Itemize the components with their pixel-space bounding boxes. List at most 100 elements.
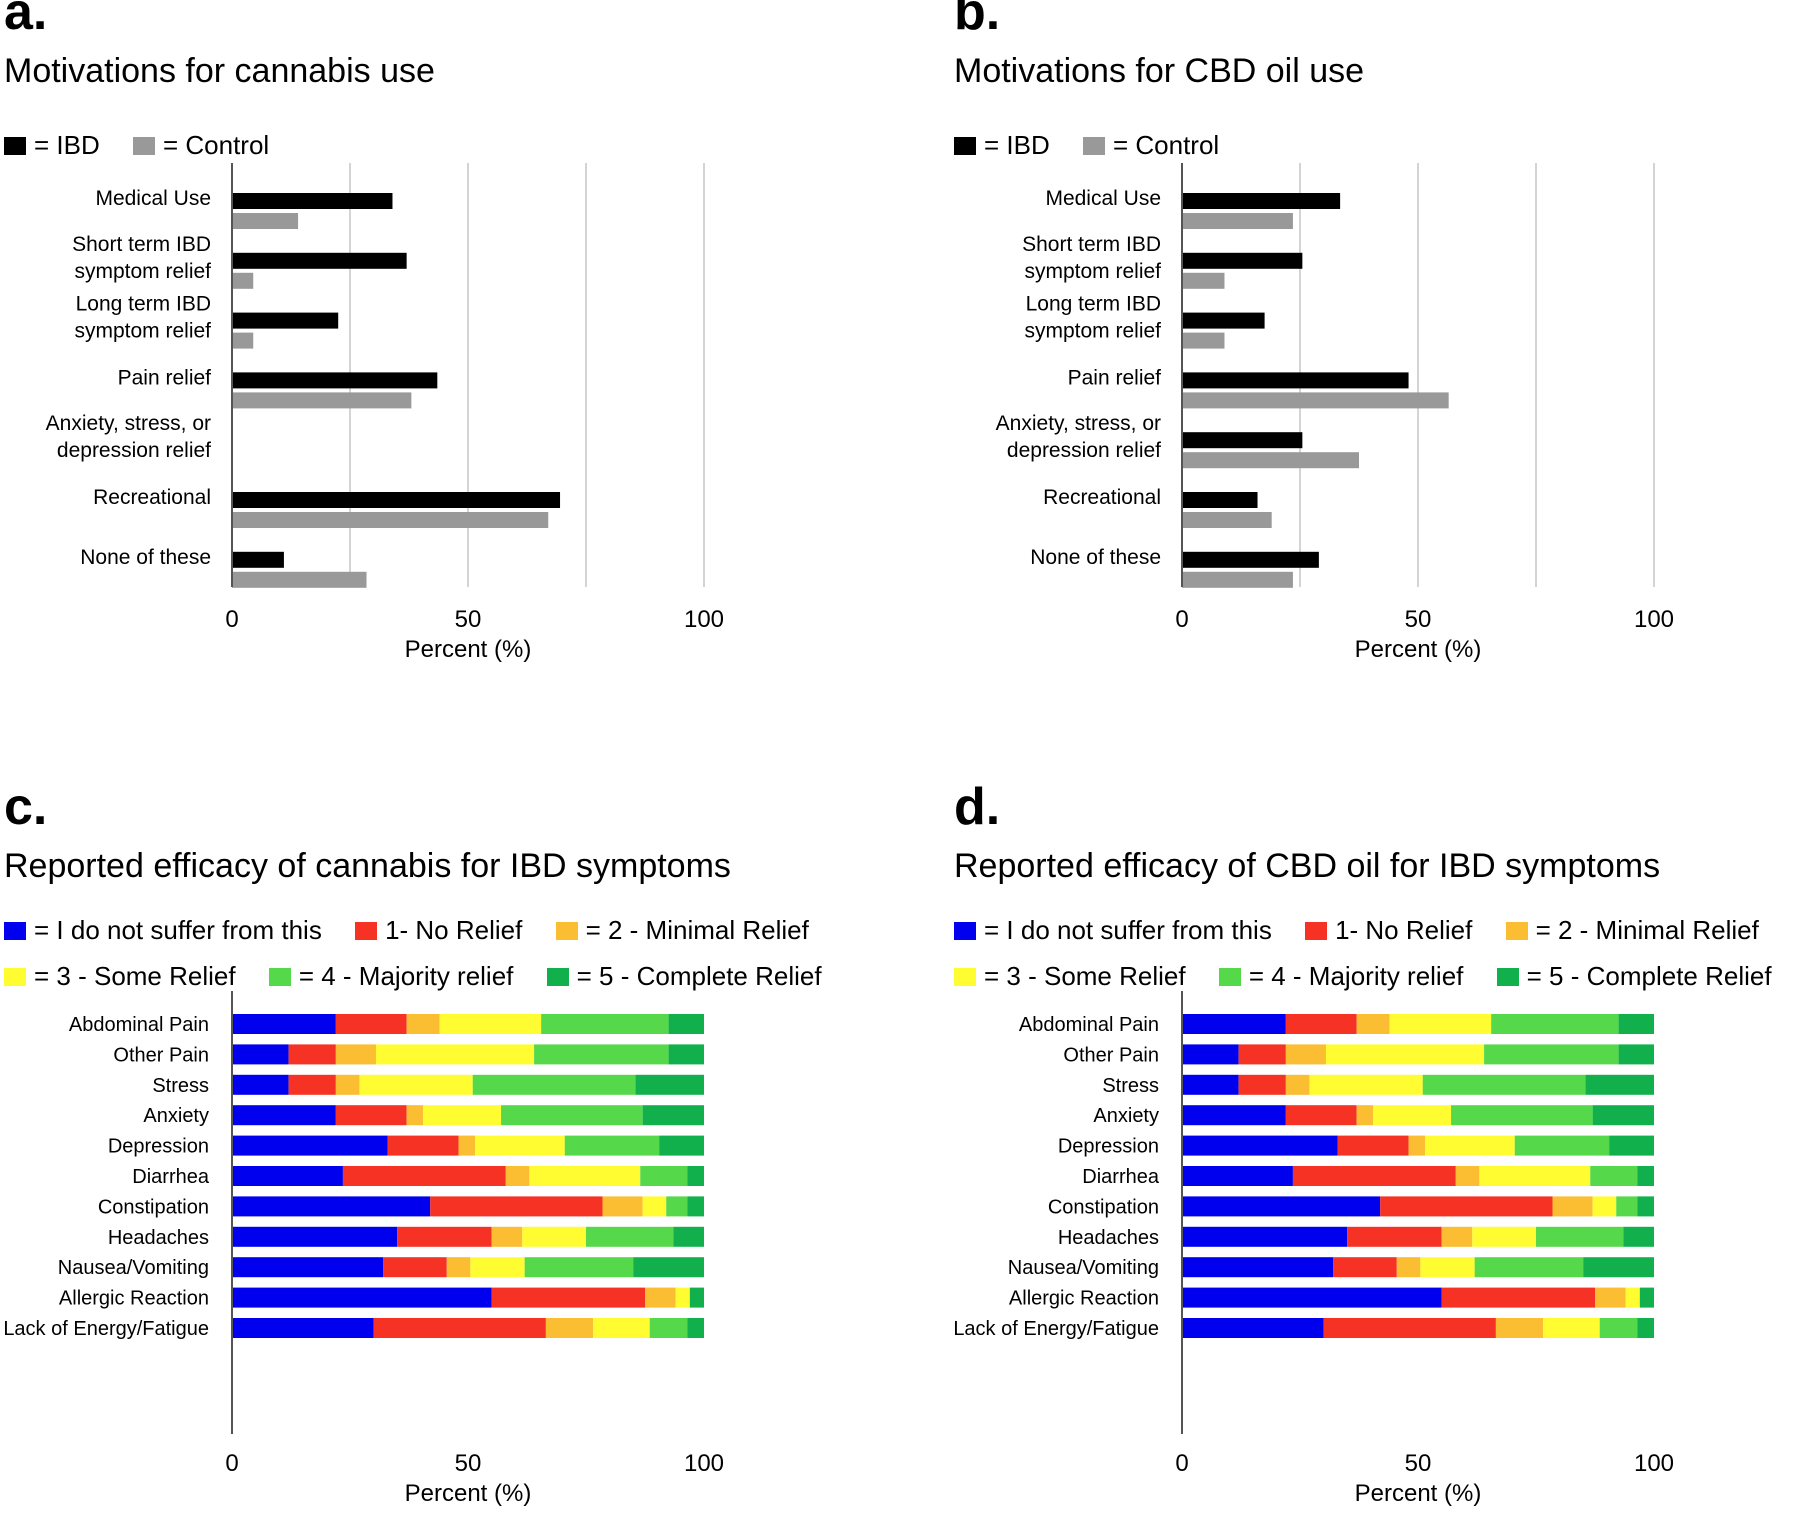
x-tick-label: 50 <box>455 1450 482 1477</box>
category-label: Diarrhea <box>132 1166 210 1188</box>
bar-control-short-term-ibd-symptom-relief <box>1182 272 1225 289</box>
bar-ibd-medical-use <box>1182 193 1341 209</box>
segment-3-some-relief-depression <box>475 1135 565 1156</box>
x-tick-label: 0 <box>1175 1450 1188 1477</box>
legend-swatch <box>546 967 569 986</box>
chart-motivations-cannabis: Medical Use Short term IBD symptom relief L… <box>46 163 724 663</box>
segment-3-some-relief-diarrhea <box>1479 1166 1591 1186</box>
segment-1-no-relief-other-pain <box>288 1044 336 1065</box>
bar-ibd-none-of-these <box>232 551 284 568</box>
segment-2-minimal-relief-constipation <box>1552 1196 1593 1217</box>
bar-control-long-term-ibd-symptom-relief <box>232 332 254 349</box>
chart-efficacy-cbd: Abdominal Pain Other Pain Stress Anxiety Dep… <box>953 991 1674 1507</box>
legend-swatch <box>4 921 26 940</box>
segment-2-minimal-relief-depression <box>1408 1135 1426 1156</box>
segment-1-no-relief-allergic-reaction <box>1441 1287 1595 1308</box>
legend-label: = 4 - Majority relief <box>1248 961 1464 991</box>
legend-item-no-relief: 1- No Relief <box>1305 915 1472 946</box>
legend-swatch <box>132 136 155 155</box>
segment-5-complete-relief-anxiety <box>1592 1105 1654 1126</box>
segment-3-some-relief-nausea-vomiting <box>470 1257 525 1278</box>
segment-4-majority-relief-diarrhea <box>640 1166 688 1186</box>
category-label: Abdominal Pain <box>69 1014 209 1036</box>
segment-2-minimal-relief-headaches <box>1441 1226 1473 1247</box>
segment-5-complete-relief-abdominal-pain <box>668 1014 704 1034</box>
segment-3-some-relief-lack-of-energy-fatigue <box>593 1318 650 1338</box>
segment-5-complete-relief-stress <box>1585 1074 1654 1095</box>
segment-1-no-relief-stress <box>1238 1074 1286 1095</box>
segment-3-some-relief-other-pain <box>375 1044 535 1065</box>
legend-label: = Control <box>162 130 270 160</box>
legend-row-2: = 3 - Some Relief = 4 - Majority relief … <box>4 961 848 993</box>
legend-item-not-suffer: = I do not suffer from this <box>954 915 1272 946</box>
segment-4-majority-relief-stress <box>472 1074 636 1095</box>
category-label: Short term IBD symptom relief <box>72 233 211 283</box>
segment-2-minimal-relief-depression <box>458 1135 476 1156</box>
x-tick-label: 50 <box>1405 1450 1432 1477</box>
segment-i-do-not-suffer-from-this-stress <box>232 1074 289 1095</box>
segment-2-minimal-relief-other-pain <box>1285 1044 1326 1065</box>
segment-1-no-relief-lack-of-energy-fatigue <box>1323 1318 1496 1338</box>
category-label: Medical Use <box>95 187 211 210</box>
segment-i-do-not-suffer-from-this-constipation <box>232 1196 431 1217</box>
segment-2-minimal-relief-diarrhea <box>505 1166 530 1186</box>
bar-ibd-short-term-ibd-symptom-relief <box>232 252 407 269</box>
segment-i-do-not-suffer-from-this-nausea-vomiting <box>1182 1257 1334 1278</box>
segment-5-complete-relief-depression <box>659 1135 704 1156</box>
segment-2-minimal-relief-nausea-vomiting <box>446 1257 471 1278</box>
legend-swatch <box>355 921 378 940</box>
category-label: Other Pain <box>1063 1044 1159 1066</box>
chart-efficacy-cannabis: Abdominal Pain Other Pain Stress Anxiety Dep… <box>3 991 724 1507</box>
segment-4-majority-relief-stress <box>1422 1074 1586 1095</box>
legend-item-control: = Control <box>132 130 270 161</box>
segment-5-complete-relief-constipation <box>687 1196 704 1217</box>
bar-control-none-of-these <box>1182 571 1293 588</box>
segment-4-majority-relief-headaches <box>586 1226 674 1247</box>
segment-5-complete-relief-lack-of-energy-fatigue <box>687 1318 704 1338</box>
segment-3-some-relief-stress <box>1309 1074 1423 1095</box>
segment-1-no-relief-lack-of-energy-fatigue <box>373 1318 546 1338</box>
segment-3-some-relief-headaches <box>1472 1226 1536 1247</box>
legend-swatch <box>1496 967 1519 986</box>
segment-i-do-not-suffer-from-this-allergic-reaction <box>1182 1287 1442 1308</box>
bar-ibd-pain-relief <box>1182 372 1409 389</box>
legend-swatch <box>954 967 976 986</box>
category-label: Constipation <box>1048 1196 1159 1218</box>
bar-control-medical-use <box>1182 213 1293 229</box>
category-label: Anxiety <box>1093 1105 1159 1127</box>
segment-2-minimal-relief-headaches <box>491 1226 523 1247</box>
chart-motivations-cbd: Medical Use Short term IBD symptom relief L… <box>996 163 1674 663</box>
legend: = IBD = Control <box>954 130 1245 162</box>
segment-3-some-relief-abdominal-pain <box>1389 1014 1492 1034</box>
x-tick-label: 0 <box>225 1450 238 1477</box>
segment-2-minimal-relief-constipation <box>602 1196 643 1217</box>
segment-5-complete-relief-nausea-vomiting <box>633 1257 704 1278</box>
legend-label: = 3 - Some Relief <box>984 961 1186 991</box>
category-label: Pain relief <box>1068 366 1162 389</box>
segment-2-minimal-relief-lack-of-energy-fatigue <box>545 1318 594 1338</box>
panel-title: Motivations for CBD oil use <box>954 52 1365 90</box>
panel-title: Reported efficacy of CBD oil for IBD sym… <box>954 847 1661 885</box>
segment-3-some-relief-other-pain <box>1325 1044 1485 1065</box>
category-label: Stress <box>1102 1075 1159 1097</box>
segment-4-majority-relief-anxiety <box>1451 1105 1593 1126</box>
segment-3-some-relief-anxiety <box>423 1105 502 1126</box>
legend-label: 1- No Relief <box>1335 915 1473 945</box>
bar-control-anxiety-stress-or-depression-relief <box>1182 452 1359 469</box>
segment-2-minimal-relief-anxiety <box>406 1105 424 1126</box>
segment-4-majority-relief-lack-of-energy-fatigue <box>649 1318 688 1338</box>
segment-1-no-relief-nausea-vomiting <box>1333 1257 1397 1278</box>
legend-swatch <box>4 967 26 986</box>
segment-4-majority-relief-depression <box>1514 1135 1610 1156</box>
legend-swatch <box>1305 921 1328 940</box>
bar-ibd-medical-use <box>232 193 393 209</box>
segment-3-some-relief-headaches <box>522 1226 586 1247</box>
segment-3-some-relief-diarrhea <box>529 1166 641 1186</box>
category-label: Depression <box>1058 1136 1159 1158</box>
legend-item-majority-relief: = 4 - Majority relief <box>1218 961 1464 992</box>
legend-item-no-relief: 1- No Relief <box>355 915 522 946</box>
segment-i-do-not-suffer-from-this-depression <box>232 1135 388 1156</box>
segment-5-complete-relief-allergic-reaction <box>689 1287 704 1308</box>
segment-4-majority-relief-lack-of-energy-fatigue <box>1599 1318 1638 1338</box>
panel-label: b. <box>954 0 1001 41</box>
